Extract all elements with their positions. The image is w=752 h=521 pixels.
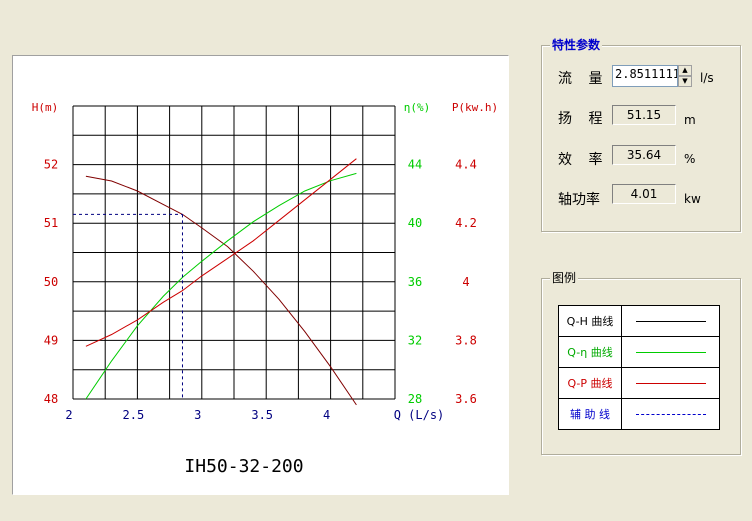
legend-line-cell (621, 336, 720, 368)
x-tick-label: 4 (323, 408, 330, 422)
eta-tick-label: 36 (408, 275, 422, 289)
h-tick-label: 48 (44, 392, 58, 406)
legend-name: Q-H 曲线 (558, 305, 622, 337)
h-tick-label: 52 (44, 158, 58, 172)
x-tick-label: 2 (65, 408, 72, 422)
power-label: 轴功率 (558, 192, 600, 208)
chart-title: IH50-32-200 (184, 456, 303, 477)
x-tick-label: 2.5 (123, 408, 145, 422)
eff-label: 效 率 (558, 152, 609, 168)
legend-swatch-aux (635, 414, 706, 415)
eta-tick-label: 28 (408, 392, 422, 406)
legend-row: Q-H 曲线 (558, 305, 720, 337)
legend-table: Q-H 曲线 Q-η 曲线 Q-P 曲线 辅 助 线 (558, 305, 720, 430)
x-tick-label: 3.5 (251, 408, 273, 422)
legend-line-cell (621, 305, 720, 337)
h-tick-label: 51 (44, 216, 58, 230)
arrow-up-icon: ▲ (682, 66, 688, 74)
head-unit: m (684, 113, 696, 127)
spin-down-button[interactable]: ▼ (678, 76, 692, 87)
p-tick-label: 4.4 (455, 158, 477, 172)
chart-curves (73, 158, 357, 406)
p-tick-label: 3.8 (455, 333, 477, 347)
p-tick-label: 4 (462, 275, 469, 289)
performance-chart: H(m) η(%) P(kw.h)484950515228323640443.63.… (32, 101, 498, 477)
legend-line-cell (621, 367, 720, 399)
chart-labels: H(m) η(%) P(kw.h)484950515228323640443.63.… (32, 101, 498, 477)
p-tick-label: 3.6 (455, 392, 477, 406)
legend-name: Q-P 曲线 (558, 367, 622, 399)
spin-up-button[interactable]: ▲ (678, 65, 692, 76)
h-axis-title: H(m) (32, 101, 59, 114)
power-value: 4.01 (612, 184, 676, 204)
curve-p (85, 158, 357, 347)
legend-name: 辅 助 线 (558, 398, 622, 430)
params-groupbox: 特性参数 流 量 2.8511111 ▲ ▼ l/s 扬 程 51.15 m 效… (541, 38, 741, 232)
legend-swatch-qp (635, 383, 706, 384)
legend-row: Q-η 曲线 (558, 336, 720, 368)
curve-eta (85, 172, 357, 400)
eff-unit: % (684, 152, 696, 166)
chart-panel: H(m) η(%) P(kw.h) 48 49 50 51 52 28 32 36 40 44 3.6 3.… (12, 55, 509, 495)
legend-groupbox: 图例 Q-H 曲线 Q-η 曲线 Q-P 曲线 辅 助 线 (541, 271, 741, 455)
legend-row: Q-P 曲线 (558, 367, 720, 399)
legend-swatch-qeta (635, 352, 706, 353)
legend-name: Q-η 曲线 (558, 336, 622, 368)
curve-h (85, 175, 357, 406)
p-tick-label: 4.2 (455, 216, 477, 230)
legend-line-cell (621, 398, 720, 430)
eff-value: 35.64 (612, 145, 676, 165)
chart-grid (72, 105, 396, 400)
flow-unit: l/s (700, 71, 714, 85)
arrow-down-icon: ▼ (682, 77, 688, 85)
eta-tick-label: 44 (408, 158, 422, 172)
eta-axis-title: η(%) (404, 101, 431, 114)
h-tick-label: 50 (44, 275, 58, 289)
params-title: 特性参数 (550, 38, 603, 52)
eta-tick-label: 32 (408, 333, 422, 347)
x-axis-title: Q (L/s) (394, 408, 445, 422)
x-tick-label: 3 (194, 408, 201, 422)
eta-tick-label: 40 (408, 216, 422, 230)
legend-title: 图例 (550, 271, 579, 285)
flow-input[interactable]: 2.8511111 (612, 65, 678, 87)
p-axis-title: P(kw.h) (452, 101, 498, 114)
h-tick-label: 49 (44, 333, 58, 347)
legend-swatch-qh (635, 321, 706, 322)
head-value: 51.15 (612, 105, 676, 125)
flow-label: 流 量 (558, 71, 609, 87)
legend-row: 辅 助 线 (558, 398, 720, 430)
head-label: 扬 程 (558, 111, 609, 127)
power-unit: kw (684, 192, 701, 206)
